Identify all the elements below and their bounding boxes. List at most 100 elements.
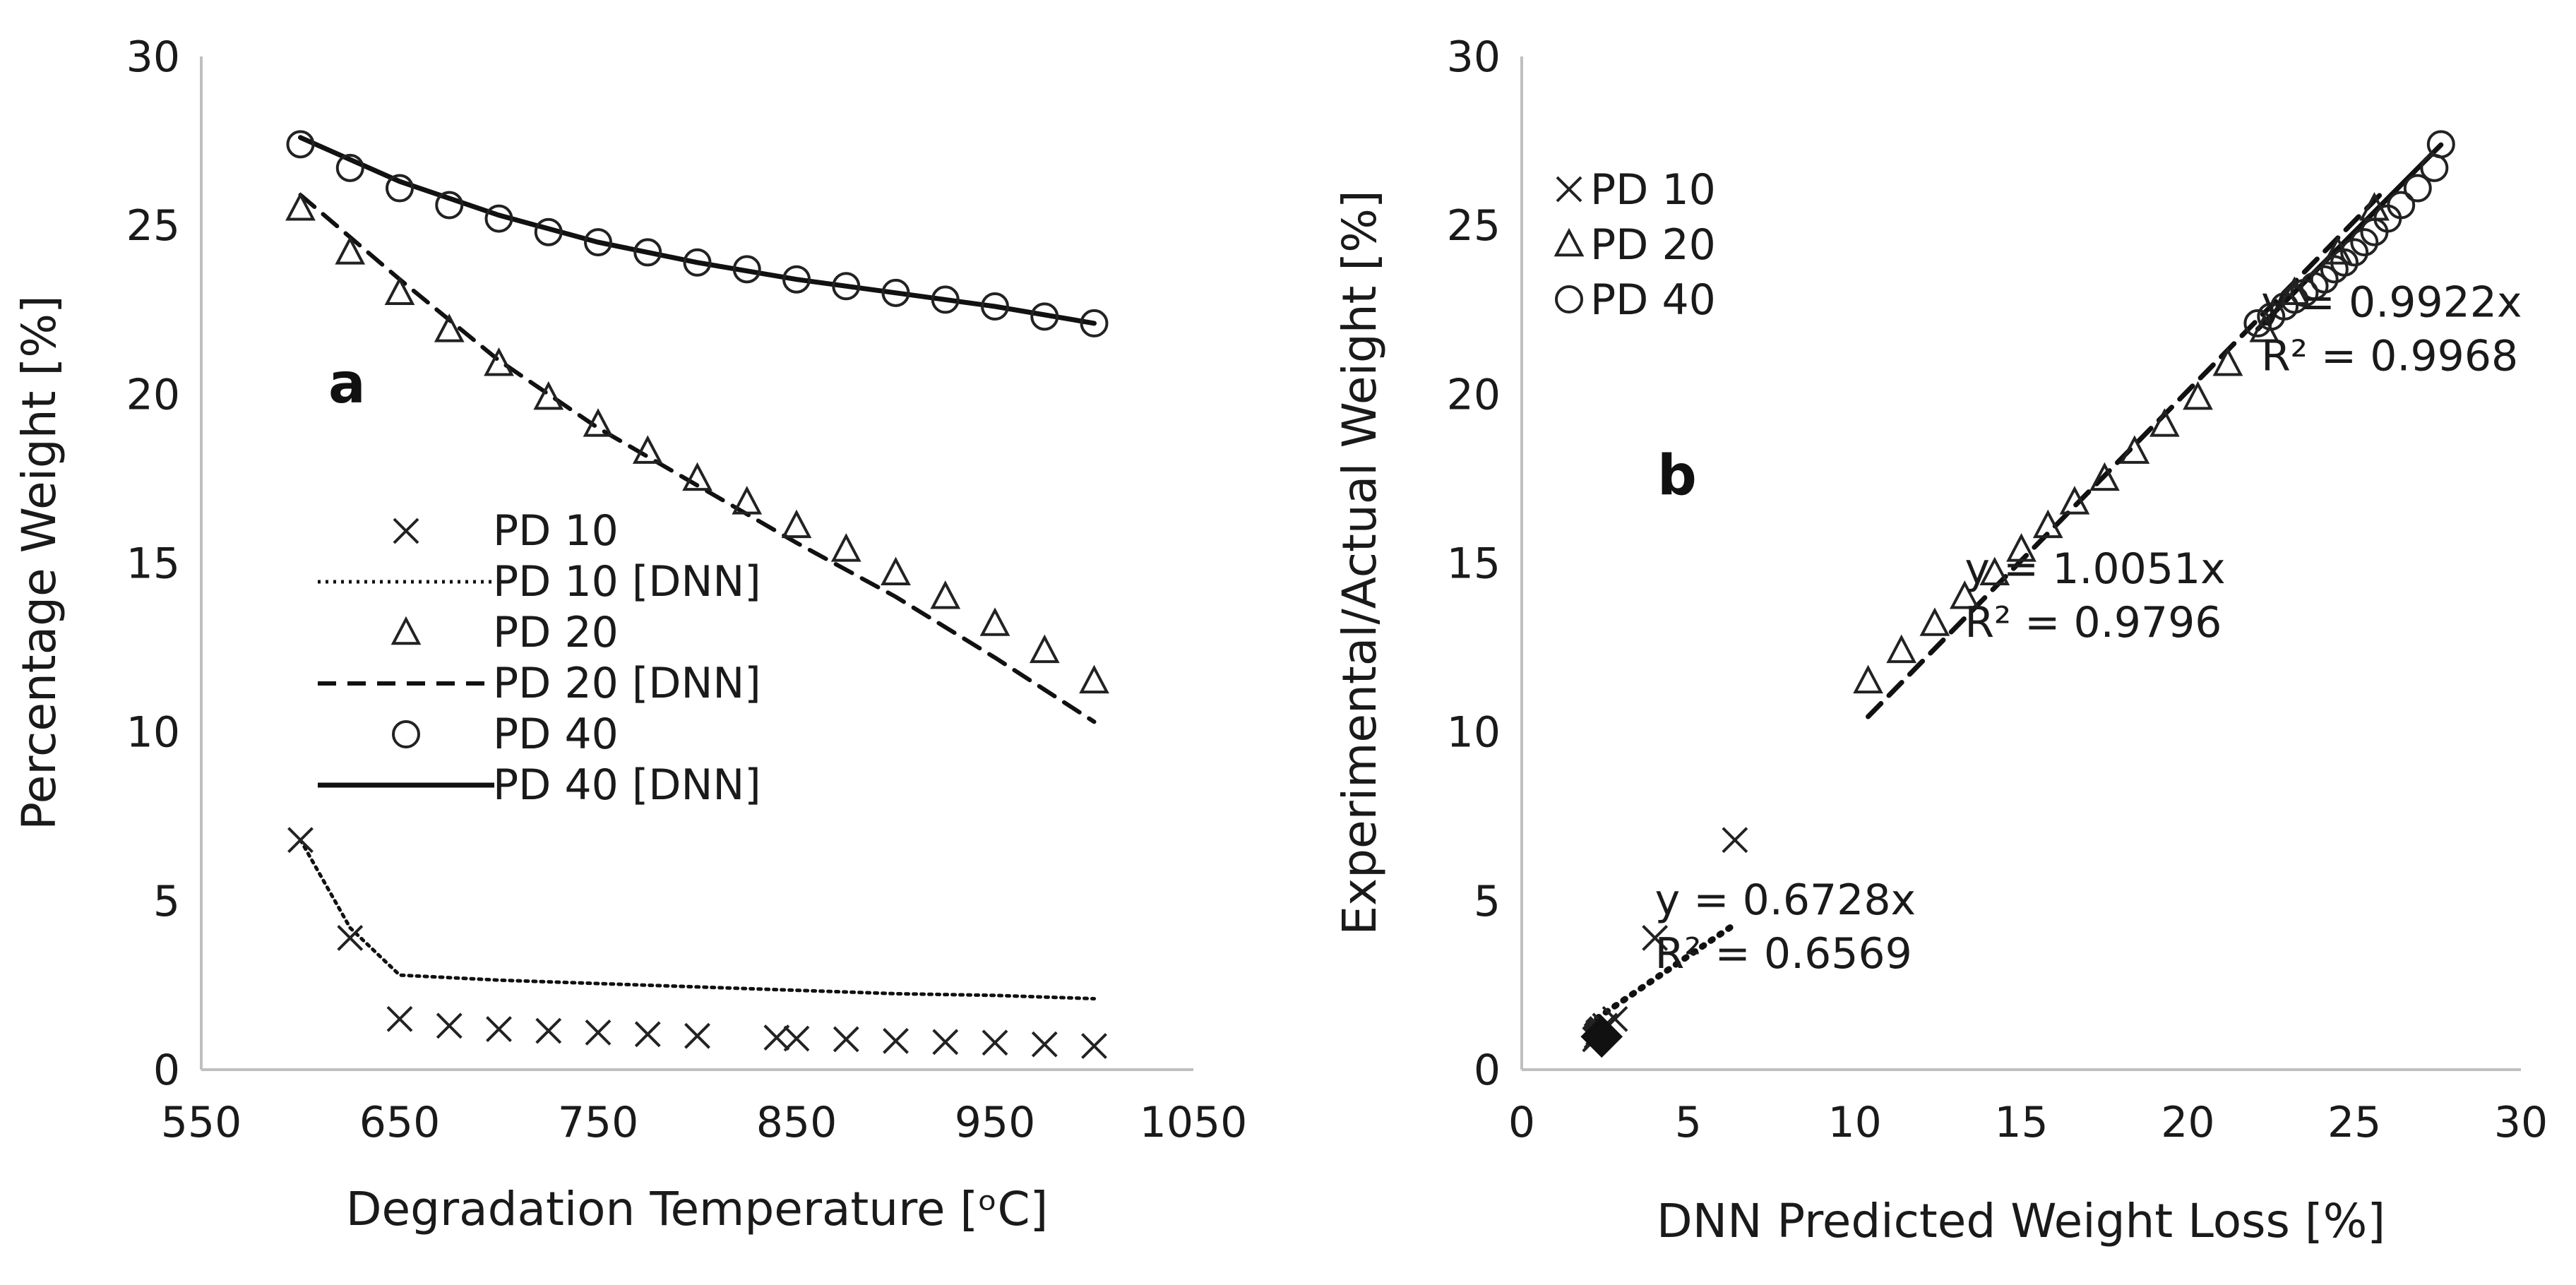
legend-label-pd-20: PD 20 bbox=[493, 608, 619, 657]
point-pd-40 bbox=[832, 272, 861, 301]
point-pd-20 bbox=[1029, 634, 1060, 664]
legend-label-pd-10: PD 10 bbox=[1590, 165, 1716, 215]
point-pd-40 bbox=[584, 228, 612, 257]
point-pd-20 bbox=[434, 313, 465, 342]
point-pd-10 bbox=[287, 827, 314, 854]
a-y-tick-label: 0 bbox=[153, 1046, 180, 1095]
point-pd-40 bbox=[2330, 248, 2359, 277]
point-pd-40 bbox=[2243, 309, 2272, 337]
point-pd-20 bbox=[484, 347, 514, 376]
b-x-tick-label: 15 bbox=[1994, 1098, 2048, 1147]
legend-label-pd-20: PD 20 bbox=[1590, 220, 1716, 270]
a-x-tick-label: 1050 bbox=[1140, 1098, 1248, 1147]
panel-a-y-axis-label: Percentage Weight [%] bbox=[12, 295, 66, 830]
point-pd-20 bbox=[533, 381, 564, 410]
point-pd-20 bbox=[2059, 486, 2090, 515]
panel-b-letter: b bbox=[1657, 444, 1697, 508]
trendline-equation-pd-40: y = 0.9922x bbox=[2261, 277, 2522, 327]
point-pd-40 bbox=[732, 255, 761, 284]
point-pd-20 bbox=[2032, 509, 2063, 539]
point-pd-20 bbox=[1979, 556, 2010, 586]
panel-b-y-ticks: 0 5 10 15 20 25 30 bbox=[1447, 32, 1501, 1095]
point-pd-40 bbox=[2420, 153, 2449, 182]
panel-a-series-lines bbox=[298, 135, 1097, 1000]
point-pd-10 bbox=[883, 1027, 909, 1054]
diamond-marker: ◆ bbox=[1580, 1000, 1623, 1064]
point-pd-20 bbox=[2006, 533, 2037, 562]
b-y-tick-label: 30 bbox=[1447, 32, 1501, 82]
point-pd-10 bbox=[783, 1025, 810, 1052]
point-pd-10 bbox=[486, 1016, 512, 1043]
a-y-tick-label: 5 bbox=[153, 877, 180, 926]
b-x-tick-label: 10 bbox=[1827, 1098, 1881, 1147]
legend-marker-pd-10 bbox=[393, 518, 419, 544]
point-pd-40 bbox=[2350, 228, 2379, 257]
point-pd-20 bbox=[1886, 634, 1917, 664]
point-pd-20 bbox=[632, 435, 663, 464]
legend-marker-pd-10 bbox=[1556, 176, 1582, 203]
b-y-tick-label: 0 bbox=[1474, 1046, 1501, 1095]
a-y-tick-label: 25 bbox=[126, 201, 180, 251]
point-pd-10 bbox=[1722, 827, 1748, 854]
legend-marker-pd-20 bbox=[1554, 227, 1585, 257]
point-pd-40 bbox=[386, 174, 414, 203]
point-pd-20 bbox=[979, 607, 1010, 636]
trendline-equation-pd-10: y = 0.6728x bbox=[1655, 875, 1916, 925]
b-x-tick-label: 0 bbox=[1508, 1098, 1535, 1147]
a-y-tick-label: 20 bbox=[126, 370, 180, 419]
trendline-pd-10 bbox=[1585, 923, 1735, 1028]
point-pd-20 bbox=[335, 236, 366, 265]
point-pd-20 bbox=[2212, 347, 2243, 376]
point-pd-40 bbox=[782, 265, 811, 294]
b-x-tick-label: 30 bbox=[2494, 1098, 2548, 1147]
a-x-tick-label: 750 bbox=[558, 1098, 639, 1147]
point-pd-20 bbox=[583, 408, 614, 437]
point-pd-10 bbox=[1582, 1026, 1609, 1053]
point-pd-40 bbox=[335, 153, 364, 182]
point-pd-40 bbox=[931, 285, 960, 314]
a-x-tick-label: 650 bbox=[359, 1098, 441, 1147]
legend-label-pd-40: PD 40 bbox=[1590, 275, 1716, 325]
point-pd-40 bbox=[534, 217, 563, 246]
point-pd-10 bbox=[436, 1012, 463, 1039]
panel-b-x-ticks: 0 5 10 15 20 25 30 bbox=[1508, 1098, 2548, 1147]
legend-marker-pd-40 bbox=[1555, 285, 1583, 313]
point-pd-20 bbox=[1949, 580, 1980, 609]
point-pd-20 bbox=[1853, 664, 1883, 694]
point-pd-20 bbox=[930, 580, 961, 609]
a-x-tick-label: 850 bbox=[756, 1098, 837, 1147]
panel-b-markers: ◆ bbox=[1580, 130, 2455, 1064]
trendline-r2-pd-40: R² = 0.9968 bbox=[2261, 331, 2518, 381]
point-pd-40 bbox=[2426, 130, 2455, 159]
point-pd-10 bbox=[763, 1024, 790, 1051]
point-pd-20 bbox=[2279, 276, 2310, 306]
point-pd-40 bbox=[881, 278, 910, 307]
point-pd-40 bbox=[484, 204, 513, 233]
trendline-equation-pd-20: y = 1.0051x bbox=[1964, 544, 2225, 594]
point-pd-20 bbox=[682, 462, 712, 491]
b-y-tick-label: 25 bbox=[1447, 201, 1501, 251]
point-pd-20 bbox=[881, 556, 911, 586]
series-line-pd-40-dnn bbox=[298, 135, 1097, 326]
point-pd-10 bbox=[535, 1017, 562, 1044]
panel-a-x-axis-label: Degradation Temperature [ᵒC] bbox=[346, 1182, 1049, 1236]
point-pd-20 bbox=[781, 509, 812, 539]
point-pd-10 bbox=[833, 1026, 859, 1053]
point-pd-20 bbox=[2089, 462, 2120, 491]
point-pd-10 bbox=[386, 1005, 413, 1032]
legend-label-pd-10-dnn: PD 10 [DNN] bbox=[493, 557, 761, 606]
point-pd-20 bbox=[2149, 408, 2180, 437]
point-pd-10 bbox=[1031, 1031, 1058, 1058]
b-y-tick-label: 15 bbox=[1447, 539, 1501, 589]
point-pd-20 bbox=[1079, 664, 1109, 694]
point-pd-10 bbox=[585, 1019, 612, 1046]
point-pd-40 bbox=[1080, 309, 1109, 337]
b-x-tick-label: 20 bbox=[2161, 1098, 2214, 1147]
trendline-pd-40 bbox=[2255, 142, 2444, 332]
point-pd-10 bbox=[932, 1029, 959, 1056]
panel-a-y-ticks: 0 5 10 15 20 25 30 bbox=[126, 32, 180, 1095]
